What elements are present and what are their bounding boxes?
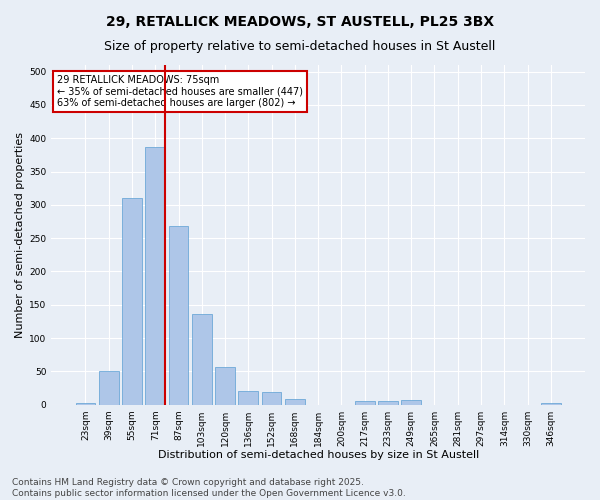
Text: Contains HM Land Registry data © Crown copyright and database right 2025.
Contai: Contains HM Land Registry data © Crown c…: [12, 478, 406, 498]
Bar: [169, 226, 188, 404]
Bar: [401, 400, 421, 404]
Bar: [145, 147, 165, 405]
Bar: [238, 392, 258, 404]
Text: Size of property relative to semi-detached houses in St Austell: Size of property relative to semi-detach…: [104, 40, 496, 53]
Bar: [285, 400, 305, 404]
Bar: [215, 366, 235, 405]
Bar: [262, 392, 281, 404]
Bar: [122, 198, 142, 404]
Text: 29 RETALLICK MEADOWS: 75sqm
← 35% of semi-detached houses are smaller (447)
63% : 29 RETALLICK MEADOWS: 75sqm ← 35% of sem…: [56, 75, 302, 108]
Text: 29, RETALLICK MEADOWS, ST AUSTELL, PL25 3BX: 29, RETALLICK MEADOWS, ST AUSTELL, PL25 …: [106, 15, 494, 29]
Bar: [192, 314, 212, 404]
Bar: [378, 400, 398, 404]
Bar: [355, 400, 374, 404]
Y-axis label: Number of semi-detached properties: Number of semi-detached properties: [15, 132, 25, 338]
X-axis label: Distribution of semi-detached houses by size in St Austell: Distribution of semi-detached houses by …: [158, 450, 479, 460]
Bar: [76, 402, 95, 404]
Bar: [99, 372, 119, 404]
